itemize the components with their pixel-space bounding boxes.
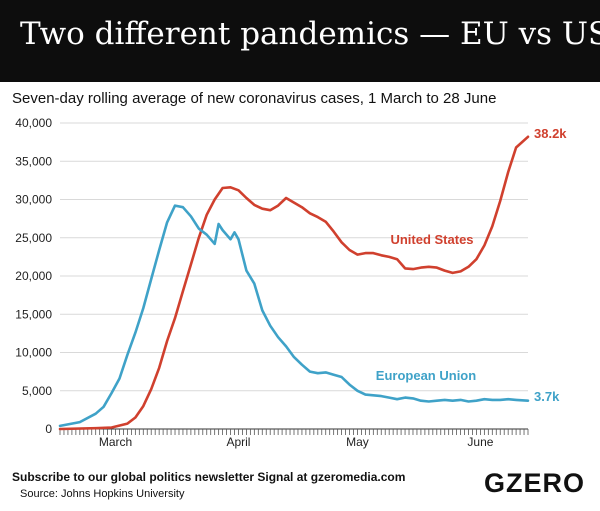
us-end-label: 38.2k [534, 126, 567, 141]
y-tick-label: 15,000 [15, 307, 52, 321]
subscribe-text: Subscribe to our global politics newslet… [12, 470, 406, 484]
x-month-label: June [467, 435, 493, 449]
y-tick-label: 10,000 [15, 346, 52, 360]
x-month-label: March [99, 435, 132, 449]
y-tick-label: 5,000 [22, 384, 52, 398]
series-lines [58, 135, 530, 431]
x-month-label: May [346, 435, 369, 449]
y-tick-label: 0 [45, 422, 52, 436]
y-tick-label: 35,000 [15, 154, 52, 168]
eu-series-label: European Union [376, 368, 476, 383]
us-line [58, 135, 530, 431]
us-series-label: United States [390, 232, 473, 247]
x-axis-month-labels: March April May June [99, 435, 494, 449]
x-axis-day-ticks [59, 429, 529, 435]
eu-line [58, 204, 530, 428]
x-month-label: April [226, 435, 250, 449]
y-tick-label: 25,000 [15, 231, 52, 245]
y-axis-labels: 0 5,000 10,000 15,000 20,000 25,000 30,000 35,0… [15, 116, 52, 436]
y-tick-label: 30,000 [15, 193, 52, 207]
gzero-logo: GZERO [484, 468, 586, 498]
grid-lines [60, 122, 528, 430]
line-chart: 0 5,000 10,000 15,000 20,000 25,000 30,000 35,0… [15, 116, 567, 449]
header-bar: Two different pandemics — EU vs US [0, 0, 600, 82]
series-labels: United States 38.2k European Union 3.7k [376, 126, 567, 404]
chart-title: Two different pandemics — EU vs US [20, 16, 600, 52]
eu-end-label: 3.7k [534, 389, 560, 404]
chart-subtitle: Seven-day rolling average of new coronav… [12, 90, 497, 107]
source-text: Source: Johns Hopkins University [20, 488, 185, 500]
y-tick-label: 40,000 [15, 116, 52, 130]
y-tick-label: 20,000 [15, 269, 52, 283]
